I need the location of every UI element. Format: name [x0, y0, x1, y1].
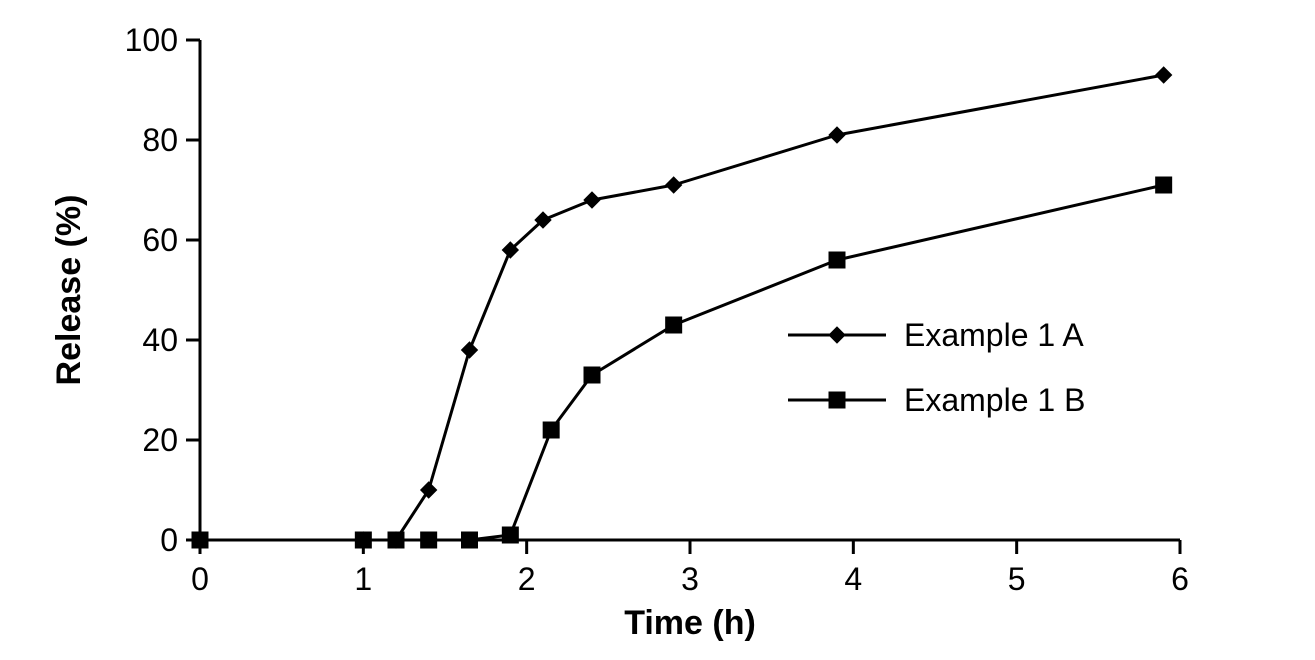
x-tick-label: 6	[1171, 561, 1189, 597]
series-marker	[584, 367, 600, 383]
y-tick-label: 0	[160, 522, 178, 558]
x-tick-label: 0	[191, 561, 209, 597]
x-tick-label: 3	[681, 561, 699, 597]
y-tick-label: 100	[125, 22, 178, 58]
series-marker	[192, 532, 208, 548]
series-marker	[388, 532, 404, 548]
series-marker	[1156, 177, 1172, 193]
x-axis-label: Time (h)	[624, 604, 756, 642]
x-tick-label: 5	[1008, 561, 1026, 597]
legend-label: Example 1 B	[904, 382, 1085, 418]
y-axis-label: Release (%)	[50, 195, 88, 386]
release-chart: 0123456020406080100Time (h)Release (%)Ex…	[0, 0, 1315, 660]
x-tick-label: 2	[518, 561, 536, 597]
y-tick-label: 60	[142, 222, 178, 258]
legend-label: Example 1 A	[904, 317, 1084, 353]
chart-svg: 0123456020406080100Time (h)Release (%)Ex…	[0, 0, 1315, 660]
y-tick-label: 80	[142, 122, 178, 158]
series-marker	[543, 422, 559, 438]
y-tick-label: 20	[142, 422, 178, 458]
series-marker	[462, 532, 478, 548]
series-marker	[502, 527, 518, 543]
y-tick-label: 40	[142, 322, 178, 358]
x-tick-label: 4	[844, 561, 862, 597]
legend-marker	[829, 392, 845, 408]
series-marker	[421, 532, 437, 548]
x-tick-label: 1	[354, 561, 372, 597]
series-marker	[355, 532, 371, 548]
series-marker	[829, 252, 845, 268]
series-marker	[666, 317, 682, 333]
